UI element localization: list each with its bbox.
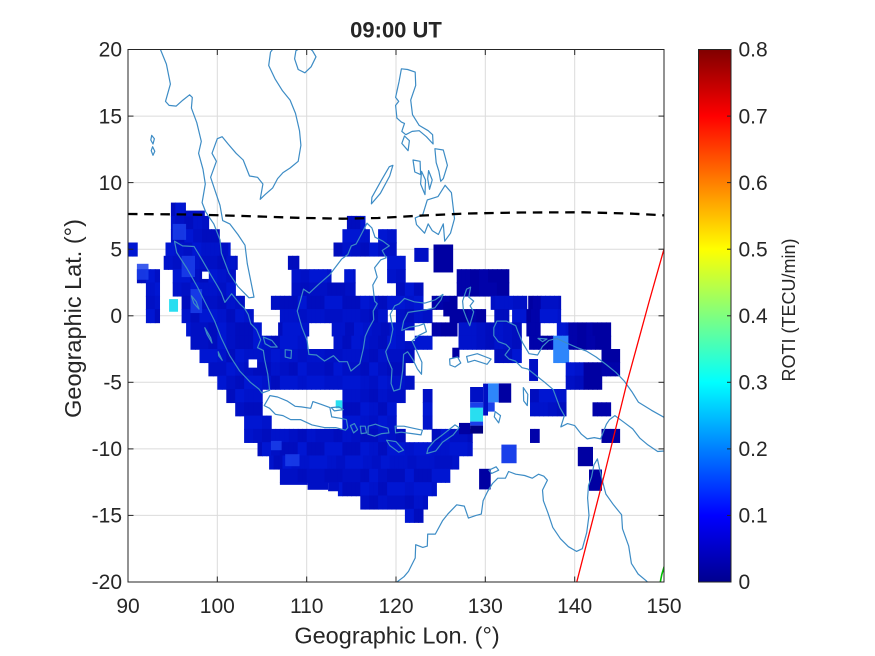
- svg-text:90: 90: [116, 595, 139, 618]
- svg-text:130: 130: [468, 595, 503, 618]
- svg-text:140: 140: [557, 595, 592, 618]
- svg-text:09:00 UT: 09:00 UT: [350, 18, 442, 43]
- svg-text:0.7: 0.7: [739, 105, 768, 128]
- svg-text:150: 150: [646, 595, 681, 618]
- svg-text:120: 120: [378, 595, 413, 618]
- svg-text:0.4: 0.4: [739, 305, 769, 328]
- svg-text:-15: -15: [92, 505, 122, 528]
- svg-text:0.3: 0.3: [739, 372, 768, 395]
- svg-text:0.5: 0.5: [739, 238, 768, 261]
- svg-text:0.8: 0.8: [739, 39, 768, 62]
- svg-text:10: 10: [99, 172, 122, 195]
- svg-text:-10: -10: [92, 438, 122, 461]
- svg-text:ROTI (TECU/min): ROTI (TECU/min): [779, 239, 799, 382]
- svg-text:20: 20: [99, 39, 122, 62]
- svg-text:0.6: 0.6: [739, 172, 768, 195]
- svg-text:Geographic Lat. (°): Geographic Lat. (°): [60, 219, 86, 418]
- svg-text:Geographic Lon. (°): Geographic Lon. (°): [294, 623, 499, 649]
- svg-text:0.2: 0.2: [739, 438, 768, 461]
- svg-text:-5: -5: [103, 372, 122, 395]
- svg-text:0: 0: [739, 571, 751, 594]
- svg-text:-20: -20: [92, 571, 122, 594]
- svg-text:0.1: 0.1: [739, 505, 768, 528]
- svg-text:110: 110: [290, 595, 323, 618]
- svg-text:15: 15: [99, 105, 122, 128]
- svg-text:5: 5: [110, 238, 122, 261]
- svg-text:0: 0: [110, 305, 122, 328]
- svg-text:100: 100: [200, 595, 235, 618]
